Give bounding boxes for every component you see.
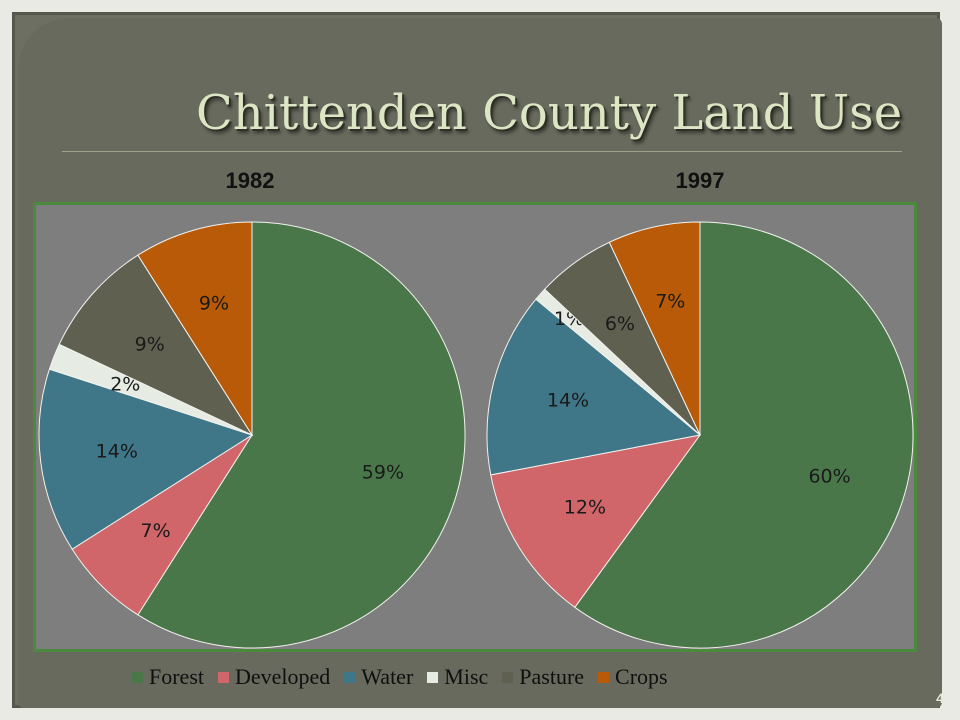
slice-label-1982-crops: 9% [199, 293, 229, 315]
legend-label-misc: Misc [444, 664, 489, 689]
page-number: 4 [936, 690, 944, 706]
slice-1997-forest [574, 221, 914, 649]
slice-label-1982-pasture: 9% [135, 333, 165, 355]
slice-1997-developed [490, 434, 702, 609]
slice-label-1997-water: 14% [547, 390, 589, 412]
legend-label-forest: Forest [149, 664, 204, 689]
slice-1982-forest [137, 221, 466, 649]
slice-1982-water [38, 368, 254, 550]
slice-label-1997-crops: 7% [655, 291, 685, 313]
slice-1997-crops [608, 221, 701, 436]
legend-swatch-pasture [502, 671, 514, 683]
slice-label-1997-developed: 12% [564, 497, 606, 519]
legend-item-misc: Misc [427, 664, 488, 690]
legend-label-crops: Crops [615, 664, 668, 689]
legend-label-pasture: Pasture [519, 664, 585, 689]
legend-label-developed: Developed [235, 664, 331, 689]
chart-title-1982: 1982 [225, 168, 275, 193]
slice-1982-crops [137, 221, 253, 437]
legend-item-crops: Crops [598, 664, 668, 690]
legend-swatch-crops [598, 671, 610, 683]
legend-label-water: Water [361, 664, 414, 689]
legend-swatch-water [344, 671, 356, 683]
legend-item-pasture: Pasture [502, 664, 584, 690]
legend: Forest Developed Water Misc Pasture Crop… [132, 662, 892, 692]
slice-label-1982-water: 14% [96, 441, 138, 463]
slice-1982-pasture [58, 254, 254, 437]
chart-title-1997: 1997 [675, 168, 725, 193]
slice-label-1982-developed: 7% [141, 520, 171, 542]
slice-label-1997-pasture: 6% [605, 313, 635, 335]
legend-swatch-misc [427, 671, 439, 683]
legend-item-water: Water [344, 664, 413, 690]
slice-label-1982-forest: 59% [362, 462, 404, 484]
legend-item-developed: Developed [218, 664, 330, 690]
title-divider [62, 151, 902, 152]
slice-1997-water [486, 298, 702, 476]
legend-swatch-forest [132, 671, 143, 683]
legend-item-forest: Forest [132, 664, 204, 690]
legend-swatch-developed [218, 671, 229, 683]
slice-label-1997-forest: 60% [808, 466, 850, 488]
slide-title: Chittenden County Land Use [196, 85, 903, 141]
